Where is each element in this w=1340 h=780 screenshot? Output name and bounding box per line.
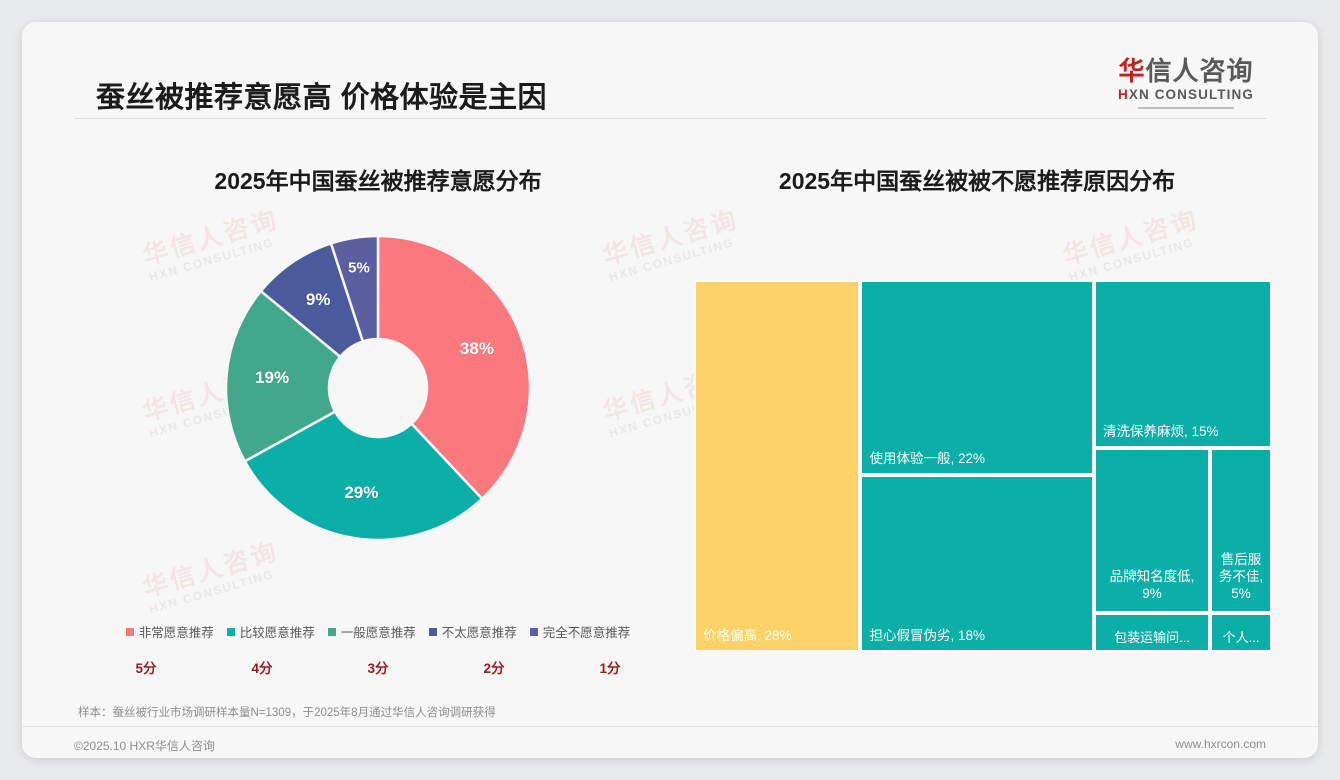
- treemap-cell[interactable]: 售后服务不佳, 5%: [1210, 448, 1272, 613]
- score-axis-label: 4分: [251, 661, 273, 676]
- treemap-chart-title: 2025年中国蚕丝被被不愿推荐原因分布: [778, 168, 1176, 194]
- donut-hole: [331, 341, 425, 435]
- logo-english: HXN CONSULTING: [1106, 87, 1266, 103]
- donut-chart-title: 2025年中国蚕丝被推荐意愿分布: [214, 168, 542, 194]
- score-axis-label: 2分: [483, 661, 505, 676]
- donut-slice-label: 29%: [344, 483, 379, 503]
- source-footnote: 样本：蚕丝被行业市场调研样本量N=1309，于2025年8月通过华信人咨询调研获…: [78, 707, 496, 719]
- legend-swatch-icon: [226, 627, 235, 636]
- donut-slice-label: 5%: [348, 259, 370, 277]
- slide-header: 蚕丝被推荐意愿高 价格体验是主因 华信人咨询 HXN CONSULTING: [22, 22, 1318, 118]
- legend-item-label: 非常愿意推荐: [138, 626, 214, 640]
- treemap-cell-label: 个人...: [1222, 629, 1260, 645]
- logo-en-rest: XN CONSULTING: [1128, 87, 1254, 103]
- treemap-cell-label: 包装运输问...: [1114, 629, 1190, 645]
- legend-swatch-icon: [327, 627, 336, 636]
- treemap-cell-label: 清洗保养麻烦, 15%: [1102, 424, 1219, 440]
- treemap-cell[interactable]: 个人...: [1210, 612, 1272, 652]
- footer-website: www.hxrcon.com: [1175, 737, 1266, 751]
- footer-divider: [22, 726, 1318, 727]
- treemap-cell-label: 价格偏高, 28%: [703, 628, 792, 644]
- treemap-cell-label: 使用体验一般, 22%: [869, 451, 985, 467]
- logo-en-accent: H: [1118, 87, 1129, 103]
- treemap-chart-panel: 2025年中国蚕丝被被不愿推荐原因分布 价格偏高, 28% 使用体验一般, 22%…: [682, 162, 1272, 682]
- legend-item-label: 比较愿意推荐: [239, 626, 315, 640]
- donut-slice-label: 38%: [459, 338, 494, 358]
- treemap-chart: 价格偏高, 28% 使用体验一般, 22% 担心假冒伪劣, 18% 清洗保养麻烦, 1…: [694, 280, 1272, 652]
- treemap-cell[interactable]: 价格偏高, 28%: [694, 280, 861, 652]
- page-title: 蚕丝被推荐意愿高 价格体验是主因: [96, 82, 548, 114]
- logo-underline: [1138, 107, 1234, 110]
- treemap-cell[interactable]: 包装运输问...: [1093, 612, 1211, 652]
- legend-item-label: 不太愿意推荐: [441, 626, 517, 640]
- donut-legend: 非常愿意推荐 比较愿意推荐 一般愿意推荐 不太愿意推荐 完全不愿意推荐: [78, 622, 678, 641]
- treemap-cell-label: 品牌知名度低, 9%: [1109, 568, 1195, 601]
- legend-item-label: 完全不愿意推荐: [542, 626, 631, 640]
- score-axis-label: 5分: [135, 661, 157, 676]
- legend-item[interactable]: 不太愿意推荐: [428, 622, 517, 641]
- donut-slice[interactable]: [243, 409, 484, 542]
- donut-slice-label: 19%: [255, 367, 290, 387]
- treemap-cell[interactable]: 清洗保养麻烦, 15%: [1093, 280, 1272, 449]
- treemap-cell[interactable]: 品牌知名度低, 9%: [1093, 448, 1211, 613]
- donut-chart: 38% 29% 19% 9% 5%: [78, 218, 678, 588]
- brand-logo: 华信人咨询 HXN CONSULTING: [1106, 56, 1266, 110]
- logo-chinese: 华信人咨询: [1106, 56, 1266, 86]
- score-axis-label: 3分: [367, 661, 389, 676]
- legend-swatch-icon: [125, 627, 134, 636]
- score-axis: 5分 4分 3分 2分 1分: [88, 657, 668, 677]
- treemap-cell[interactable]: 使用体验一般, 22%: [860, 280, 1094, 476]
- score-axis-label: 1分: [599, 661, 621, 676]
- donut-slice[interactable]: [376, 234, 532, 501]
- donut-chart-panel: 2025年中国蚕丝被推荐意愿分布 38% 29% 19% 9% 5% 非常愿意推荐 比较愿…: [78, 162, 678, 682]
- legend-item[interactable]: 完全不愿意推荐: [529, 622, 631, 641]
- slide-canvas: 华信人咨询 HXN CONSULTING 华信人咨询 HXN CONSULTIN…: [22, 22, 1318, 758]
- legend-item[interactable]: 比较愿意推荐: [226, 622, 315, 641]
- legend-swatch-icon: [428, 627, 437, 636]
- donut-svg: [224, 234, 532, 542]
- legend-item[interactable]: 非常愿意推荐: [125, 622, 214, 641]
- header-divider: [74, 118, 1266, 119]
- treemap-cell-label: 售后服务不佳, 5%: [1218, 551, 1264, 601]
- donut-slice-label: 9%: [305, 289, 331, 309]
- logo-cn-accent: 华: [1118, 56, 1146, 86]
- legend-swatch-icon: [529, 627, 538, 636]
- donut-slice[interactable]: [329, 234, 380, 343]
- footer-copyright: ©2025.10 HXR华信人咨询: [74, 739, 215, 753]
- legend-item[interactable]: 一般愿意推荐: [327, 622, 416, 641]
- treemap-cell[interactable]: 担心假冒伪劣, 18%: [860, 475, 1094, 652]
- logo-cn-rest: 信人咨询: [1145, 56, 1254, 86]
- treemap-cell-label: 担心假冒伪劣, 18%: [869, 628, 985, 644]
- legend-item-label: 一般愿意推荐: [340, 626, 416, 640]
